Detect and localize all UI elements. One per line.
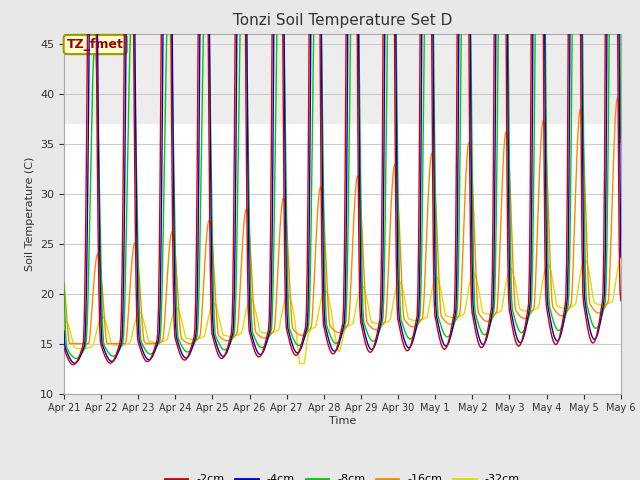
- Y-axis label: Soil Temperature (C): Soil Temperature (C): [24, 156, 35, 271]
- Bar: [64, 34, 621, 123]
- Title: Tonzi Soil Temperature Set D: Tonzi Soil Temperature Set D: [233, 13, 452, 28]
- Text: TZ_fmet: TZ_fmet: [67, 38, 124, 51]
- Legend: -2cm, -4cm, -8cm, -16cm, -32cm: -2cm, -4cm, -8cm, -16cm, -32cm: [161, 470, 524, 480]
- X-axis label: Time: Time: [329, 416, 356, 426]
